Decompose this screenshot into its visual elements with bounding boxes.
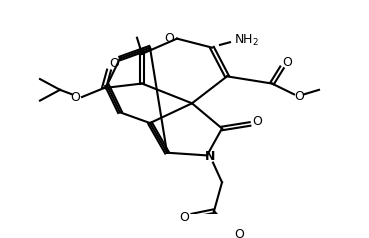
Text: O: O bbox=[252, 115, 262, 128]
Text: NH$_2$: NH$_2$ bbox=[234, 33, 259, 48]
Text: O: O bbox=[179, 211, 189, 224]
Text: O: O bbox=[164, 32, 174, 45]
Text: O: O bbox=[70, 91, 80, 104]
Text: O: O bbox=[294, 90, 304, 103]
Text: O: O bbox=[109, 57, 119, 70]
Text: N: N bbox=[205, 150, 215, 163]
Text: O: O bbox=[282, 56, 292, 69]
Text: O: O bbox=[234, 228, 244, 238]
